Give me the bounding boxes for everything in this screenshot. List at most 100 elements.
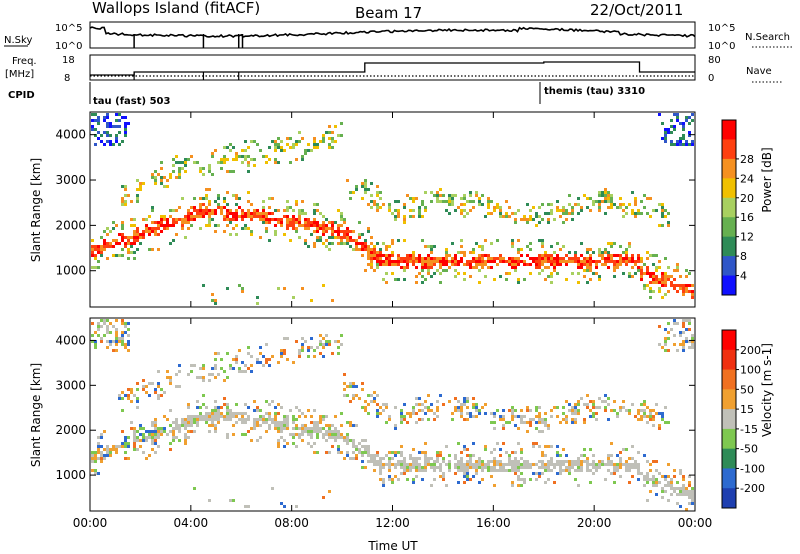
heatmap-cell [385, 463, 388, 466]
heatmap-cell [535, 212, 538, 215]
heatmap-cell [118, 125, 121, 128]
heatmap-cell [538, 257, 541, 260]
heatmap-cell [673, 143, 676, 146]
heatmap-cell [514, 463, 517, 466]
heatmap-cell [523, 466, 526, 469]
heatmap-cell [415, 257, 418, 260]
heatmap-cell [196, 209, 199, 212]
heatmap-cell [166, 224, 169, 227]
heatmap-cell [244, 505, 247, 508]
heatmap-cell [658, 481, 661, 484]
nsearch-tick-top: 10^5 [708, 23, 735, 34]
heatmap-cell [286, 215, 289, 218]
heatmap-cell [154, 421, 157, 424]
heatmap-cell [229, 233, 232, 236]
heatmap-cell [322, 433, 325, 436]
heatmap-cell [112, 239, 115, 242]
heatmap-cell [343, 388, 346, 391]
heatmap-cell [328, 146, 331, 149]
heatmap-cell [418, 215, 421, 218]
heatmap-cell [139, 427, 142, 430]
heatmap-cell [196, 161, 199, 164]
heatmap-cell [373, 200, 376, 203]
heatmap-cell [325, 340, 328, 343]
heatmap-cell [91, 266, 94, 269]
heatmap-cell [211, 299, 214, 302]
heatmap-cell [433, 245, 436, 248]
heatmap-cell [598, 200, 601, 203]
heatmap-cell [376, 409, 379, 412]
heatmap-cell [667, 322, 670, 325]
heatmap-cell [199, 215, 202, 218]
heatmap-cell [526, 463, 529, 466]
heatmap-cell [184, 418, 187, 421]
heatmap-cell [622, 448, 625, 451]
heatmap-cell [181, 227, 184, 230]
heatmap-cell [91, 460, 94, 463]
heatmap-cell [649, 215, 652, 218]
heatmap-cell [607, 460, 610, 463]
heatmap-cell [379, 412, 382, 415]
heatmap-cell [220, 209, 223, 212]
heatmap-cell [250, 140, 253, 143]
heatmap-cell [193, 161, 196, 164]
heatmap-cell [580, 266, 583, 269]
heatmap-cell [376, 460, 379, 463]
heatmap-cell [127, 436, 130, 439]
heatmap-cell [103, 248, 106, 251]
heatmap-cell [514, 212, 517, 215]
nsearch-tick-bottom: 10^0 [708, 41, 735, 52]
heatmap-cell [454, 472, 457, 475]
heatmap-cell [682, 128, 685, 131]
heatmap-cell [400, 260, 403, 263]
heatmap-cell [427, 463, 430, 466]
heatmap-cell [535, 406, 538, 409]
heatmap-cell [376, 185, 379, 188]
heatmap-cell [337, 227, 340, 230]
heatmap-cell [445, 445, 448, 448]
heatmap-cell [184, 436, 187, 439]
heatmap-cell [283, 287, 286, 290]
heatmap-cell [541, 463, 544, 466]
heatmap-cell [358, 397, 361, 400]
heatmap-cell [262, 155, 265, 158]
heatmap-cell [247, 406, 250, 409]
heatmap-cell [388, 475, 391, 478]
heatmap-cell [367, 203, 370, 206]
heatmap-cell [391, 272, 394, 275]
heatmap-cell [661, 206, 664, 209]
heatmap-cell [487, 254, 490, 257]
heatmap-cell [511, 415, 514, 418]
heatmap-cell [493, 412, 496, 415]
heatmap-cell [598, 248, 601, 251]
heatmap-cell [328, 143, 331, 146]
heatmap-cell [322, 137, 325, 140]
heatmap-cell [163, 185, 166, 188]
heatmap-cell [634, 215, 637, 218]
heatmap-cell [316, 433, 319, 436]
heatmap-cell [313, 146, 316, 149]
heatmap-cell [349, 245, 352, 248]
y-tick-label: 4000 [55, 333, 86, 347]
heatmap-cell [247, 346, 250, 349]
heatmap-cell [295, 340, 298, 343]
heatmap-cell [685, 340, 688, 343]
heatmap-cell [691, 337, 694, 340]
heatmap-cell [280, 355, 283, 358]
heatmap-cell [148, 215, 151, 218]
heatmap-cell [199, 206, 202, 209]
heatmap-cell [400, 466, 403, 469]
heatmap-cell [544, 424, 547, 427]
heatmap-cell [478, 197, 481, 200]
heatmap-cell [115, 331, 118, 334]
heatmap-cell [232, 218, 235, 221]
heatmap-cell [310, 221, 313, 224]
heatmap-cell [169, 442, 172, 445]
heatmap-cell [115, 349, 118, 352]
colorbar-swatch [722, 389, 736, 410]
heatmap-cell [469, 454, 472, 457]
heatmap-cell [91, 119, 94, 122]
heatmap-cell [616, 260, 619, 263]
heatmap-cell [490, 475, 493, 478]
heatmap-cell [187, 215, 190, 218]
